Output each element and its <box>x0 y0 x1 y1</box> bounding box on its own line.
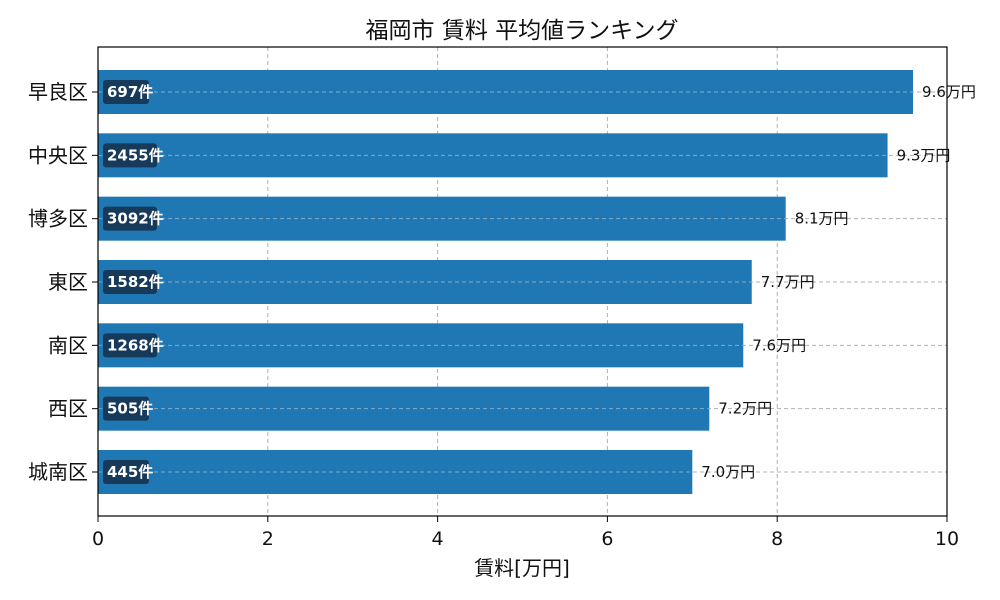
value-label: 9.3万円 <box>897 146 951 164</box>
count-label: 1582件 <box>107 273 164 291</box>
count-label: 2455件 <box>107 146 164 164</box>
count-badge <box>103 80 149 104</box>
y-category-label: 早良区 <box>28 80 88 104</box>
value-label: 7.0万円 <box>701 463 755 481</box>
value-label: 7.6万円 <box>752 336 806 354</box>
value-label: 7.7万円 <box>761 273 815 291</box>
count-label: 505件 <box>107 400 153 418</box>
x-tick-label: 4 <box>432 528 444 550</box>
count-label: 1268件 <box>107 336 164 354</box>
value-label: 9.6万円 <box>922 83 976 101</box>
y-category-label: 南区 <box>48 333 88 357</box>
x-tick-label: 0 <box>92 528 104 550</box>
x-tick-label: 2 <box>262 528 274 550</box>
value-label: 8.1万円 <box>795 210 849 228</box>
x-tick-label: 6 <box>601 528 613 550</box>
y-category-label: 中央区 <box>28 143 88 167</box>
count-label: 3092件 <box>107 210 164 228</box>
x-tick-label: 8 <box>771 528 783 550</box>
count-badge <box>103 460 149 484</box>
x-tick-label: 10 <box>935 528 959 550</box>
y-category-label: 博多区 <box>28 207 88 231</box>
count-label: 697件 <box>107 83 153 101</box>
count-badge <box>103 206 157 231</box>
value-label: 7.2万円 <box>718 400 772 418</box>
y-category-label: 西区 <box>48 397 88 421</box>
count-label: 445件 <box>107 463 153 481</box>
count-badge <box>103 396 149 421</box>
y-category-label: 城南区 <box>28 460 88 484</box>
y-category-label: 東区 <box>48 270 88 294</box>
x-axis-ticks: 0 2 4 6 8 10 <box>92 516 959 550</box>
count-badge <box>103 143 157 168</box>
x-axis-label: 賃料[万円] <box>474 556 570 580</box>
chart-title: 福岡市 賃料 平均値ランキング <box>366 18 679 44</box>
count-badge <box>103 333 157 358</box>
data-labels: 697件 9.6万円 2455件 9.3万円 3092件 8.1万円 1582件 7.7万円 1… <box>103 80 976 484</box>
count-badge <box>103 270 157 294</box>
bars <box>98 70 914 494</box>
